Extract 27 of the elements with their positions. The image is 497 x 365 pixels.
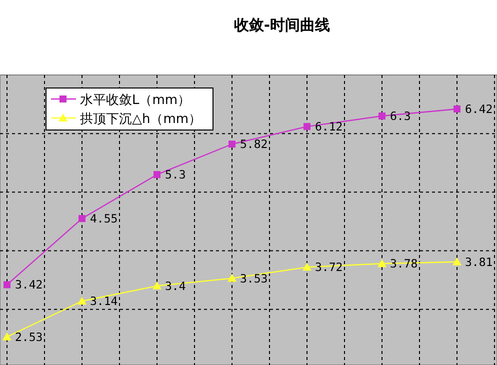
data-label: 6.12 <box>315 120 343 134</box>
point <box>78 215 86 222</box>
point <box>378 112 386 120</box>
point <box>2 332 12 340</box>
chart-title: 收敛-时间曲线 <box>234 16 330 34</box>
point <box>452 257 462 266</box>
legend-label: 拱顶下沉△h（mm） <box>80 112 202 127</box>
point <box>228 140 236 148</box>
point <box>454 105 460 112</box>
data-label: 6.42 <box>465 102 493 116</box>
point <box>302 262 312 271</box>
point <box>304 123 310 130</box>
data-label: 3.42 <box>15 278 43 292</box>
data-label: 2.53 <box>15 330 43 344</box>
point <box>228 274 236 282</box>
data-label: 5.82 <box>240 137 268 152</box>
point <box>152 281 162 290</box>
data-label: 4.55 <box>90 212 118 226</box>
data-label: 3.53 <box>240 271 268 286</box>
legend-label: 水平收敛L（mm） <box>80 93 191 108</box>
data-label: 5.3 <box>165 168 186 182</box>
data-label: 3.14 <box>90 294 118 308</box>
data-label: 3.81 <box>465 254 493 269</box>
point <box>378 259 386 268</box>
point <box>78 296 86 305</box>
point <box>154 171 160 178</box>
point <box>4 281 10 288</box>
